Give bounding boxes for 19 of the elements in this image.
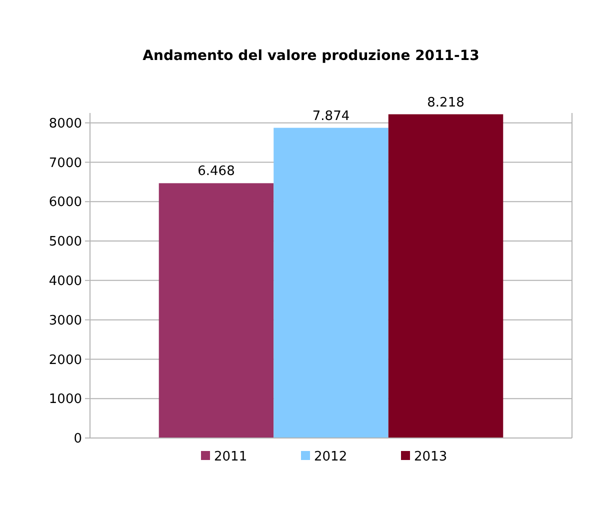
data-label: 8.218 [427, 95, 464, 110]
legend-label: 2012 [314, 450, 348, 465]
chart-title: Andamento del valore produzione 2011-13 [142, 48, 480, 64]
legend-label: 2013 [414, 450, 448, 465]
bar [274, 128, 388, 438]
bar [388, 114, 504, 438]
y-tick-label: 5000 [48, 234, 82, 250]
y-tick-label: 0 [74, 432, 82, 447]
y-tick-label: 2000 [48, 352, 82, 368]
data-label: 6.468 [198, 164, 235, 180]
y-tick-label: 1000 [48, 392, 82, 408]
legend-label: 2011 [214, 450, 248, 465]
data-label: 7.874 [312, 108, 350, 124]
y-tick-label: 4000 [48, 274, 82, 289]
y-tick-label: 3000 [48, 313, 82, 328]
y-tick-label: 7000 [48, 156, 82, 171]
bar [158, 183, 274, 438]
y-tick-label: 6000 [48, 195, 82, 210]
y-tick-label: 8000 [48, 116, 82, 132]
